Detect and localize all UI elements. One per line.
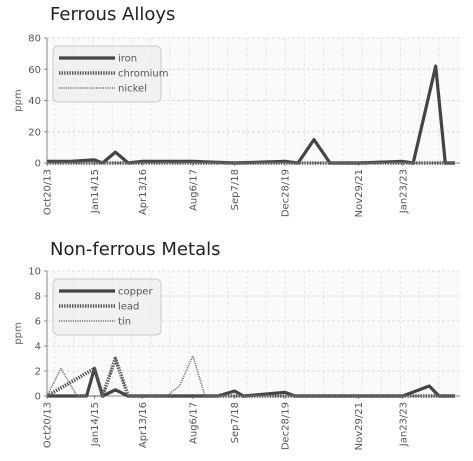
legend-label-tin: tin	[118, 317, 131, 328]
x-tick-label: Nov29/21	[354, 169, 365, 217]
legend-label-nickel: nickel	[118, 84, 147, 95]
non-ferrous-metals-chart: Non-ferrous Metals 0 2 4 6 8 10 ppm Oct20/13 Jan…	[0, 235, 473, 461]
x-tick-label: Aug6/17	[188, 402, 199, 444]
x-tick-label: Oct20/13	[43, 402, 54, 448]
x-tick-label: Sep7/18	[230, 169, 241, 210]
legend: iron chromium nickel	[52, 45, 168, 103]
y-tick-label: 8	[35, 292, 41, 303]
legend-label-chromium: chromium	[118, 69, 168, 80]
x-tick-label: Dec28/19	[280, 169, 291, 217]
x-tick-label: Sep7/18	[230, 402, 241, 443]
y-tick-label: 10	[28, 267, 41, 278]
x-tick-label: Oct20/13	[43, 169, 54, 215]
series-line-tin	[46, 355, 455, 397]
y-tick-label: 20	[28, 127, 41, 138]
chart-title: Non-ferrous Metals	[50, 239, 221, 260]
x-tick-label: Jan14/15	[90, 402, 101, 447]
y-tick-label: 40	[28, 96, 41, 107]
x-tick-label: Aug6/17	[188, 169, 199, 211]
chart-title: Ferrous Alloys	[50, 4, 176, 25]
y-axis-label: ppm	[13, 89, 24, 111]
y-axis-label: ppm	[13, 322, 24, 344]
legend-label-lead: lead	[118, 302, 139, 313]
x-tick-label: Jan23/23	[398, 402, 409, 447]
y-tick-label: 2	[35, 367, 41, 378]
ferrous-alloys-plot: 0 20 40 60 80 ppm Oct20/13 Jan14/15 Apr13/16 Aug6…	[13, 34, 460, 217]
x-tick-label: Dec28/19	[280, 402, 291, 450]
y-tick-label: 0	[35, 159, 41, 170]
non-ferrous-metals-plot: 0 2 4 6 8 10 ppm Oct20/13 Jan14/15 Apr13/16 Aug6/1…	[13, 267, 460, 450]
y-tick-label: 0	[35, 392, 41, 403]
y-tick-label: 6	[35, 317, 41, 328]
y-tick-label: 60	[28, 65, 41, 76]
y-tick-label: 4	[35, 342, 41, 353]
x-tick-label: Jan14/15	[90, 169, 101, 214]
y-tick-label: 80	[28, 34, 41, 45]
x-tick-label: Apr13/16	[138, 402, 149, 448]
legend: copper lead tin	[52, 278, 162, 336]
x-tick-label: Nov29/21	[354, 402, 365, 450]
legend-label-copper: copper	[118, 287, 153, 298]
ferrous-alloys-chart: Ferrous Alloys 0 20 40 60 80 ppm Oct20/13 Jan14…	[0, 0, 473, 230]
x-tick-label: Jan23/23	[398, 169, 409, 214]
legend-label-iron: iron	[118, 54, 137, 65]
x-tick-label: Apr13/16	[138, 169, 149, 215]
